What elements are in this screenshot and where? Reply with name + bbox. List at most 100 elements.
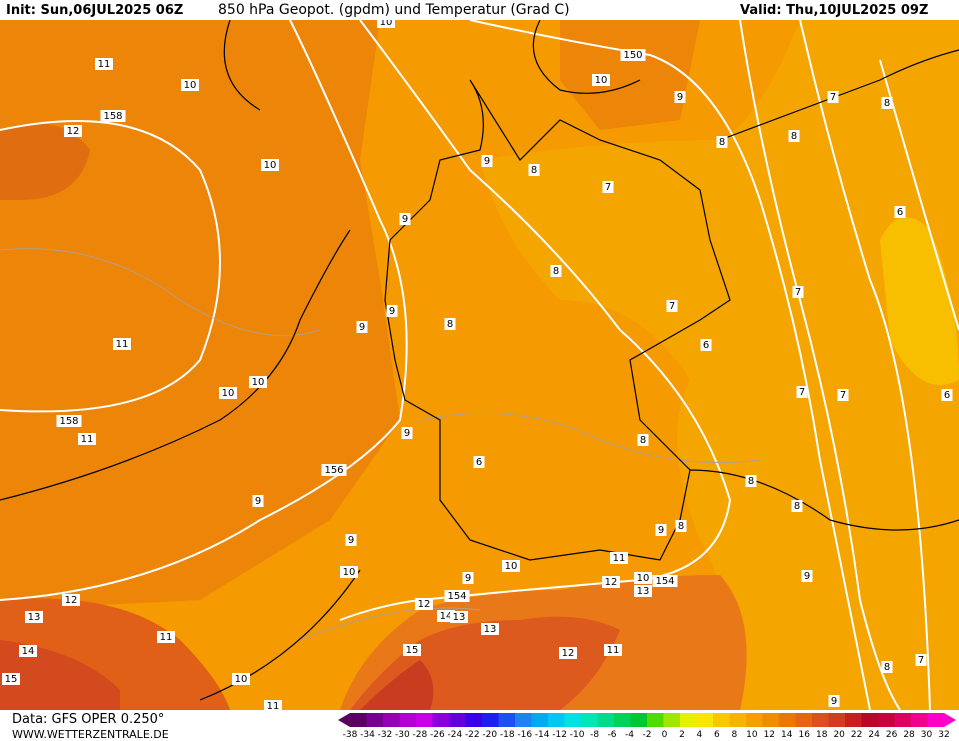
contour-label: 6 xyxy=(944,390,950,401)
colorbar-swatch xyxy=(795,713,813,727)
init-time: Init: Sun,06JUL2025 06Z xyxy=(6,3,183,18)
contour-label: 7 xyxy=(605,182,611,193)
label-box xyxy=(56,415,82,427)
label-box xyxy=(788,130,800,142)
label-box xyxy=(462,572,474,584)
colorbar-label: -24 xyxy=(447,730,462,740)
colorbar-swatch xyxy=(878,713,895,727)
label-box xyxy=(881,661,893,673)
contour-label: 12 xyxy=(67,126,80,137)
contour-label: 14 xyxy=(440,611,453,622)
contour-label: 9 xyxy=(402,214,408,225)
contour-label: 11 xyxy=(81,434,94,445)
contour-label: 12 xyxy=(562,648,575,659)
contour-label: 8 xyxy=(531,165,537,176)
contour-label: 10 xyxy=(637,573,650,584)
colorbar-swatch xyxy=(713,713,730,727)
colorbar-swatch xyxy=(762,713,780,727)
map-title: 850 hPa Geopot. (gpdm) und Temperatur (G… xyxy=(218,2,570,18)
label-box xyxy=(415,598,433,610)
colorbar-label: -6 xyxy=(608,730,617,740)
label-box xyxy=(602,181,614,193)
colorbar-label: 24 xyxy=(868,730,880,740)
label-box xyxy=(881,97,893,109)
contour-label: 13 xyxy=(28,612,41,623)
label-box xyxy=(403,644,421,656)
contour-label: 9 xyxy=(359,322,365,333)
label-box xyxy=(481,155,493,167)
colorbar-label: 6 xyxy=(714,730,720,740)
label-box xyxy=(64,125,82,137)
label-box xyxy=(827,91,839,103)
label-box xyxy=(894,206,906,218)
label-box xyxy=(444,590,470,602)
label-box xyxy=(249,376,267,388)
colorbar-label: 18 xyxy=(816,730,828,740)
colorbar-label: -16 xyxy=(517,730,532,740)
header-bar xyxy=(0,0,959,20)
contour-label: 8 xyxy=(791,131,797,142)
colorbar-swatch xyxy=(828,713,846,727)
contour-label: 8 xyxy=(447,319,453,330)
label-box xyxy=(675,520,687,532)
label-box xyxy=(444,318,456,330)
colorbar-label: 0 xyxy=(662,730,668,740)
contour-label: 11 xyxy=(607,645,620,656)
label-box xyxy=(321,464,347,476)
label-box xyxy=(264,700,282,712)
contour-label: 158 xyxy=(59,416,78,427)
label-box xyxy=(637,434,649,446)
colorbar-label: -30 xyxy=(395,730,410,740)
label-box xyxy=(652,575,678,587)
contour-label: 8 xyxy=(794,501,800,512)
contour-label: 7 xyxy=(918,655,924,666)
contour-label: 7 xyxy=(669,301,675,312)
colorbar-label: 32 xyxy=(938,730,949,740)
colorbar-label: -14 xyxy=(535,730,550,740)
contour-label: 14 xyxy=(22,646,35,657)
colorbar-swatch xyxy=(432,713,450,727)
colorbar-label: 16 xyxy=(799,730,811,740)
isotherms xyxy=(0,248,761,641)
colorbar-swatch xyxy=(416,713,433,727)
contour-label: 10 xyxy=(222,388,235,399)
colorbar-label: -18 xyxy=(500,730,515,740)
label-box xyxy=(356,321,368,333)
contour-label: 6 xyxy=(703,340,709,351)
contour-label: 9 xyxy=(255,496,261,507)
colorbar-label: -28 xyxy=(413,730,428,740)
colorbar-label: -22 xyxy=(465,730,480,740)
contour-label: 7 xyxy=(830,92,836,103)
contour-label: 7 xyxy=(799,387,805,398)
colorbar-label: -26 xyxy=(430,730,445,740)
contour-label: 8 xyxy=(640,435,646,446)
contour-label: 11 xyxy=(613,553,626,564)
colorbar-swatch xyxy=(779,713,796,727)
contour-label: 10 xyxy=(235,674,248,685)
contour-label: 12 xyxy=(65,595,78,606)
label-box xyxy=(219,387,237,399)
contour-label: 9 xyxy=(348,535,354,546)
label-box xyxy=(604,644,622,656)
contour-label: 9 xyxy=(404,428,410,439)
colorbar-label: -2 xyxy=(643,730,652,740)
colorbar-label: -20 xyxy=(482,730,497,740)
colorbar-swatch xyxy=(482,713,499,727)
colorbar-label: -4 xyxy=(625,730,634,740)
colorbar-swatch xyxy=(597,713,615,727)
colorbar-label: 14 xyxy=(781,730,793,740)
colorbar-swatch xyxy=(680,713,697,727)
colorbar-label: 12 xyxy=(764,730,775,740)
contour-label: 13 xyxy=(484,624,497,635)
label-box xyxy=(473,456,485,468)
label-box xyxy=(666,300,678,312)
colorbar-label: -32 xyxy=(378,730,393,740)
contour-label: 11 xyxy=(116,339,129,350)
label-box xyxy=(674,91,686,103)
contour-label: 7 xyxy=(795,287,801,298)
colorbar-label: -12 xyxy=(552,730,567,740)
contour-label: 8 xyxy=(884,98,890,109)
contour-label: 8 xyxy=(748,476,754,487)
